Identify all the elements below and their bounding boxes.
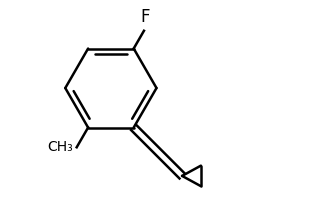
Text: CH₃: CH₃ xyxy=(47,140,73,154)
Text: F: F xyxy=(140,8,150,26)
